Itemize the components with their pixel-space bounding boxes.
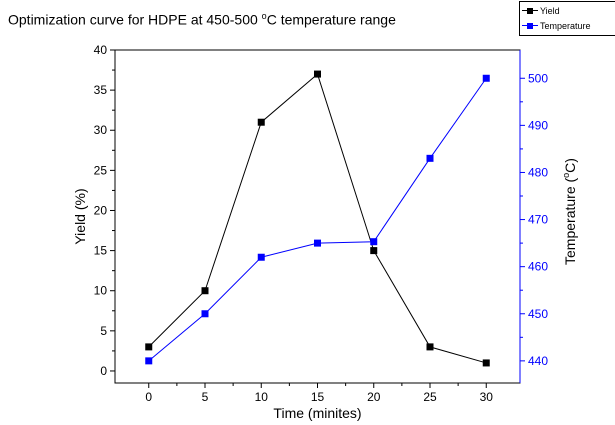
x-axis-label: Time (minites): [273, 405, 361, 421]
x-tick-label: 25: [423, 390, 437, 404]
data-point-yield: [145, 343, 153, 351]
x-tick-label: 5: [202, 390, 209, 404]
legend: Yield Temperature: [519, 1, 615, 36]
y-right-tick-label: 440: [528, 354, 548, 368]
y-right-label-degree: o: [561, 173, 571, 178]
y-left-tick-label: 30: [94, 123, 108, 137]
data-point-temperature: [201, 310, 209, 318]
y-left-tick-label: 5: [100, 324, 107, 338]
data-point-yield: [426, 343, 434, 351]
data-point-temperature: [426, 154, 434, 162]
legend-temperature-label: Temperature: [540, 21, 591, 31]
y-right-tick-label: 490: [528, 118, 548, 132]
data-point-yield: [370, 247, 378, 255]
data-point-temperature: [145, 357, 153, 365]
y-left-tick-label: 35: [94, 83, 108, 97]
title-text-after: C temperature range: [266, 11, 396, 28]
x-tick-label: 10: [255, 390, 269, 404]
data-point-temperature: [257, 253, 265, 261]
y-right-tick-label: 470: [528, 213, 548, 227]
series-line-yield: [148, 73, 487, 364]
data-point-yield: [314, 70, 321, 78]
title-text-before: Optimization curve for HDPE at 450-500: [8, 11, 262, 28]
y-right-tick-label: 460: [528, 260, 548, 274]
data-point-yield: [482, 359, 490, 367]
legend-yield-symbol: [522, 6, 538, 16]
y-right-label-unit: C): [562, 158, 578, 173]
data-point-temperature: [314, 239, 321, 247]
x-tick-label: 15: [311, 390, 325, 404]
y-left-tick-label: 25: [94, 163, 108, 177]
data-point-yield: [201, 287, 209, 295]
title-degree-sign: o: [261, 11, 267, 21]
y-right-label-text: Temperature (: [562, 177, 578, 264]
legend-yield-label: Yield: [540, 6, 560, 16]
y-left-tick-label: 40: [94, 43, 108, 57]
data-point-yield: [257, 118, 265, 126]
y-left-tick-label: 20: [94, 203, 108, 217]
y-left-axis-label: Yield (%): [72, 188, 88, 244]
plot-frame: [114, 49, 521, 384]
y-left-tick-label: 15: [94, 244, 108, 258]
y-right-tick-label: 500: [528, 71, 548, 85]
y-right-tick-label: 450: [528, 307, 548, 321]
legend-item-yield: Yield: [522, 5, 560, 17]
data-point-temperature: [482, 74, 490, 82]
data-point-temperature: [370, 238, 378, 246]
y-right-tick-label: 480: [528, 165, 548, 179]
y-left-tick-label: 10: [94, 284, 108, 298]
y-right-axis-label: Temperature (oC): [561, 158, 578, 265]
x-tick-label: 20: [367, 390, 381, 404]
x-tick-label: 30: [480, 390, 494, 404]
x-tick-label: 0: [145, 390, 152, 404]
legend-temperature-symbol: [522, 21, 538, 31]
legend-item-temperature: Temperature: [522, 20, 591, 32]
y-left-tick-label: 0: [100, 364, 107, 378]
chart-title: Optimization curve for HDPE at 450-500 o…: [8, 11, 396, 28]
series-line-temperature: [148, 77, 487, 362]
